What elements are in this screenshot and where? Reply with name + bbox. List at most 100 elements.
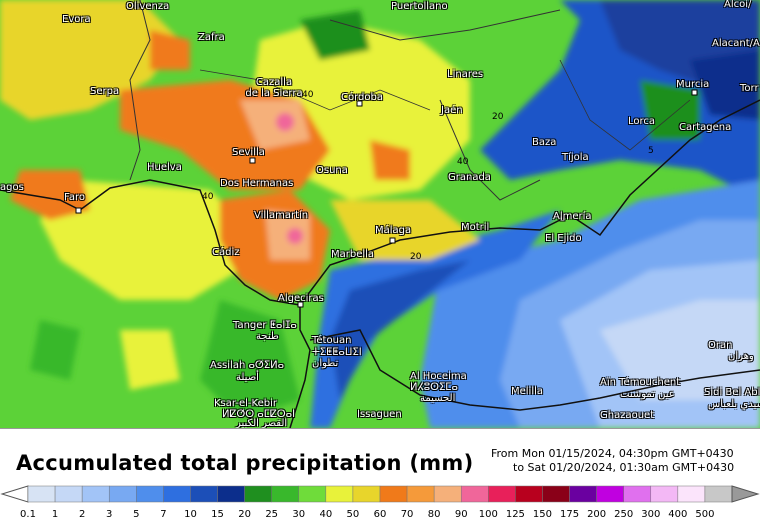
- legend-tick-label: 200: [587, 509, 607, 520]
- legend-swatch: [163, 485, 191, 503]
- city-label-tanger-ar: طنجة: [256, 331, 279, 342]
- city-label-tetouan: Tétouan: [312, 335, 352, 346]
- map-footer: Accumulated total precipitation (mm) Fro…: [0, 428, 760, 531]
- city-label-alacant: Alacant/A: [712, 38, 760, 49]
- map-title: Accumulated total precipitation (mm): [16, 451, 474, 475]
- legend-swatch: [217, 485, 245, 503]
- legend-tick-label: 100: [478, 509, 498, 520]
- legend-swatch: [27, 485, 56, 503]
- legend-tick-label: 1: [51, 509, 59, 520]
- city-label-torrevieja: Torr: [740, 83, 759, 94]
- city-label-lorca: Lorca: [628, 116, 656, 127]
- city-label-alcoi: Alcoi/: [724, 0, 752, 10]
- legend-tick-label: 10: [184, 509, 197, 520]
- legend-tick-label: 30: [292, 509, 306, 520]
- legend-tick-label: 500: [695, 509, 715, 520]
- legend-tick-label: 90: [454, 509, 468, 520]
- legend-tick-label: 70: [400, 509, 414, 520]
- city-label-marbella: Marbella: [331, 249, 375, 260]
- city-label-oran: Oran: [708, 340, 733, 351]
- city-label-dos-hermanas: Dos Hermanas: [220, 178, 294, 189]
- city-label-serpa: Serpa: [90, 86, 120, 97]
- legend-arrow-high: [731, 485, 760, 503]
- city-label-olivenza: Olivenza: [126, 1, 170, 12]
- city-label-oran-ar: وهران: [728, 351, 754, 362]
- city-label-ksar-ar: القصر الكبير: [236, 418, 288, 428]
- city-label-tetouan-ar: تطوان: [312, 358, 339, 369]
- legend-colorbar: [0, 485, 760, 503]
- city-label-puertollano: Puertollano: [391, 1, 448, 12]
- city-label-cadiz: Cádiz: [212, 247, 240, 258]
- city-label-ghazaouet: Ghazaouet: [600, 410, 655, 421]
- legend-tick-label: 50: [346, 509, 360, 520]
- city-label-algeciras: Algeciras: [278, 293, 324, 304]
- city-label-el-ejido: El Ejido: [545, 233, 582, 244]
- contour-label: 40: [302, 90, 314, 100]
- legend-tick-label: 400: [668, 509, 688, 520]
- city-label-cordoba: Córdoba: [341, 92, 383, 103]
- period-from: From Mon 01/15/2024, 04:30pm GMT+0430: [491, 447, 734, 460]
- legend-swatch: [81, 485, 110, 503]
- contour-label: 40: [457, 157, 469, 167]
- legend-tick-label: 2: [78, 509, 86, 520]
- contour-label: 20: [492, 112, 504, 122]
- legend-tick-label: 40: [319, 509, 333, 520]
- legend-swatch: [352, 485, 381, 503]
- legend-swatch: [596, 485, 624, 503]
- legend-swatch: [108, 485, 137, 503]
- contour-label: 5: [648, 146, 654, 156]
- contour-label: 40: [202, 192, 214, 202]
- city-label-assilah: Assilah ⴰⵚⵉⵍⴰ: [210, 360, 285, 371]
- legend-swatch: [488, 485, 516, 503]
- city-label-sidi-bel-abbes: Sidi Bel Abl: [704, 387, 760, 398]
- legend-swatch: [433, 485, 462, 503]
- period-to: to Sat 01/20/2024, 01:30am GMT+0430: [513, 461, 735, 474]
- legend-swatch: [704, 485, 733, 503]
- city-label-issaguen: Issaguen: [357, 409, 402, 420]
- city-label-malaga: Málaga: [375, 225, 412, 236]
- legend-tick-label: 3: [106, 509, 113, 520]
- city-label-zafra: Zafra: [198, 32, 225, 43]
- legend-swatch: [623, 485, 652, 503]
- city-label-linares: Linares: [447, 69, 484, 80]
- legend-tick-label: 125: [505, 509, 525, 520]
- city-label-evora: Evora: [62, 14, 91, 25]
- city-label-villamartin: Villamartín: [254, 210, 309, 221]
- legend-tick-label: 175: [559, 509, 580, 520]
- legend-swatch: [244, 485, 272, 503]
- legend-swatch: [190, 485, 218, 503]
- city-label-murcia: Murcia: [676, 79, 710, 90]
- legend-tick-label: 15: [211, 509, 224, 520]
- legend-tick-label: 250: [614, 509, 634, 520]
- legend-swatch: [406, 485, 435, 503]
- legend-swatch: [650, 485, 679, 503]
- city-label-tijola: Tíjola: [562, 152, 589, 163]
- legend-swatch: [460, 485, 489, 503]
- precipitation-legend: 0.1 1 2 3 5 7 10 15 20 25 30 40 50 60 70 80 90 100 125 150 1…: [0, 481, 760, 529]
- legend-tick-label: 80: [427, 509, 441, 520]
- city-label-alhoceima-ar: الحسيمة: [420, 393, 456, 404]
- city-label-cazalla: Cazalla de la Sierra: [245, 77, 303, 99]
- city-label-jaen: Jaén: [441, 105, 463, 116]
- precipitation-field: [0, 0, 760, 428]
- city-label-granada: Granada: [448, 172, 491, 183]
- legend-tick-label: 25: [265, 509, 279, 520]
- precipitation-map: Evora Olivenza Puertollano Alcoi/ Zafra …: [0, 0, 760, 428]
- city-label-lagos: agos: [0, 182, 24, 193]
- city-label-tanger: Tanger ⵟⴰⵏⵊⴰ: [233, 320, 297, 331]
- legend-tick-label: 20: [238, 509, 251, 520]
- legend-tick-label: 300: [641, 509, 661, 520]
- city-label-assilah-ar: أصيلة: [236, 372, 259, 383]
- legend-tick-label: 150: [532, 509, 552, 520]
- city-label-tetouan-tz: ⵜⵉⵟⵟⴰⵡⵉⵏ: [312, 347, 362, 358]
- city-label-alhoceima: Al Hoceima: [410, 371, 467, 382]
- legend-swatch: [677, 485, 706, 503]
- city-label-baza: Baza: [532, 137, 557, 148]
- legend-swatch: [298, 485, 327, 503]
- legend-swatch: [325, 485, 354, 503]
- city-label-ain-temouchent-ar: عين تموشنت: [620, 389, 675, 400]
- city-label-ksar: Ksar-el-Kebir: [214, 398, 277, 409]
- legend-tick-label: 0.1: [20, 509, 36, 520]
- city-label-sevilla: Sevilla: [232, 147, 265, 158]
- legend-swatch: [542, 485, 570, 503]
